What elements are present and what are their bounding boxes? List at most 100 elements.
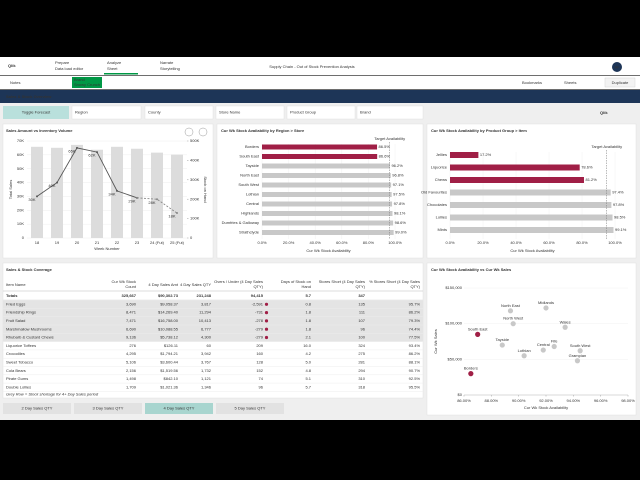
row-label: Liquorice Toffees — [6, 343, 36, 348]
expand-button[interactable] — [184, 127, 194, 137]
line — [136, 197, 178, 214]
table-cell: 275 — [358, 351, 365, 356]
column-header: Count — [125, 284, 137, 289]
point-label: North West — [503, 316, 524, 321]
table-cell: 5.1 — [305, 376, 311, 381]
shortage-indicator — [264, 335, 269, 340]
menu-button[interactable] — [198, 127, 208, 137]
table-cell: 74 — [259, 376, 264, 381]
row-label: Marshmallow Mushrooms — [6, 326, 52, 331]
table-cell: 135 — [358, 301, 365, 306]
bar — [71, 144, 83, 238]
table-cell: 1,498 — [126, 376, 137, 381]
table-cell: 60 — [207, 343, 212, 348]
y-tick-label: 20K — [17, 207, 24, 212]
y2-tick-label: 500K — [190, 138, 200, 143]
table-cell: 294 — [358, 368, 365, 373]
table-cell: 1,709 — [126, 384, 137, 389]
bar — [262, 201, 393, 207]
sales-period-button[interactable] — [216, 403, 284, 414]
sheets-button[interactable]: Sheets — [564, 80, 576, 85]
data-label: 98.6% — [395, 220, 407, 225]
duplicate-button — [604, 77, 636, 88]
bar — [262, 163, 390, 169]
point — [96, 151, 98, 154]
row-label: Rhubarb & Custard Chews — [6, 335, 54, 340]
table-cell: $5,738.12 — [160, 335, 179, 340]
table-cell: 90.7% — [409, 368, 421, 373]
data-label: 62K — [88, 153, 95, 158]
table-cell: $14,269.40 — [158, 310, 179, 315]
table-cell: 4,300 — [201, 335, 212, 340]
nav-label[interactable]: Analyze — [107, 60, 122, 65]
bar — [450, 202, 612, 208]
chart-title: Sales Amount vs Inventory Volume — [6, 128, 73, 133]
y-axis-label: Total Sales — [8, 180, 13, 200]
data-label: 96.8% — [392, 173, 404, 178]
category-label: Strathclyde — [239, 230, 260, 235]
x-tick-label: 20.0% — [283, 240, 295, 245]
table-cell: 5.0 — [305, 359, 311, 364]
data-label: 99.1% — [615, 227, 627, 232]
bar — [111, 146, 123, 238]
x-tick-label: 92.00% — [539, 398, 553, 403]
avatar[interactable] — [612, 62, 622, 72]
data-label: 97.5% — [393, 192, 405, 197]
sales-period-button[interactable] — [74, 403, 142, 414]
x-tick-label: 20 — [75, 240, 80, 245]
bar — [450, 152, 479, 158]
nav-label[interactable]: Narrate — [160, 60, 174, 65]
category-label: North East — [240, 173, 260, 178]
sales-period-button[interactable] — [3, 403, 71, 414]
table-cell: 8,471 — [126, 310, 137, 315]
filter-box[interactable] — [215, 105, 285, 120]
nav-item[interactable]: Sheet — [107, 66, 118, 71]
filter-box[interactable] — [286, 105, 356, 120]
table-cell: 10,413 — [199, 318, 212, 323]
selection-value: Snowy Crunch — [74, 82, 100, 87]
column-header: 4 Day Sales Amt — [148, 282, 178, 287]
column-header: 4 Day Sales QTY — [180, 282, 211, 287]
table-cell: 95.5% — [409, 384, 421, 389]
point — [136, 196, 138, 199]
category-label: Liquorice — [431, 165, 448, 170]
row-label: Fruit Salad — [6, 318, 25, 323]
column-header: Item Name — [6, 282, 26, 287]
data-label: 34K — [108, 191, 115, 196]
table-cell: 4.8 — [305, 368, 311, 373]
table-cell: 86.2% — [409, 310, 421, 315]
table-cell: 347 — [358, 293, 365, 298]
nav-label[interactable]: Prepare — [55, 60, 70, 65]
data-label: 99.0% — [395, 230, 407, 235]
x-tick-label: 96.00% — [594, 398, 608, 403]
shortage-row — [3, 333, 423, 342]
app-title[interactable]: Supply Chain - Out of Stock Prevention A… — [269, 64, 354, 69]
column-header: QTY) — [355, 284, 365, 289]
column-header: Days of Stock on — [281, 279, 311, 284]
toggle-button[interactable] — [3, 106, 69, 119]
x-tick-label: 60.0% — [336, 240, 348, 245]
filter-box[interactable] — [144, 105, 214, 120]
notes-button[interactable]: Notes — [10, 80, 20, 85]
point — [507, 308, 514, 314]
button-label: 5 Day Sales QTY — [235, 406, 266, 411]
data-label: 86.5% — [379, 144, 391, 149]
x-tick-label: 0.0% — [445, 240, 455, 245]
bar — [171, 154, 183, 238]
row-label: Totals — [6, 293, 18, 298]
filter-box[interactable] — [356, 105, 424, 120]
point-label: South West — [570, 343, 591, 348]
point — [543, 305, 549, 311]
row-label: Crocodiles — [6, 351, 25, 356]
filter-box[interactable] — [71, 105, 142, 120]
table-cell: 324 — [358, 343, 365, 348]
filter-label: Region — [75, 110, 88, 115]
x-tick-label: 40.0% — [310, 240, 322, 245]
nav-item[interactable]: Storytelling — [160, 66, 180, 71]
row-label: Cola Bears — [6, 368, 26, 373]
nav-item[interactable]: Data load editor — [55, 66, 84, 71]
table-cell: 111 — [359, 310, 366, 315]
bookmarks-button[interactable]: Bookmarks — [522, 80, 542, 85]
data-label: 86.6% — [379, 154, 391, 159]
sales-period-button[interactable] — [145, 403, 213, 414]
